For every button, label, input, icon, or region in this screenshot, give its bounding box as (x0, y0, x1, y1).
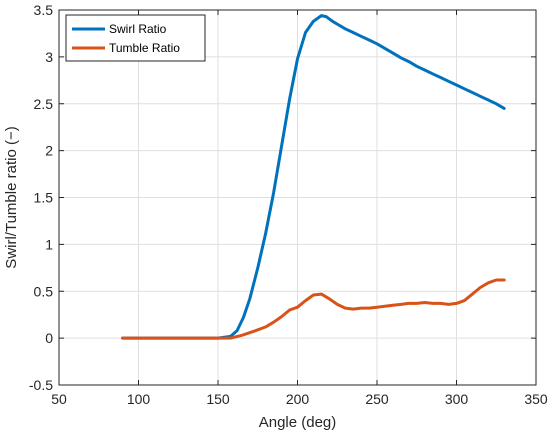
x-tick-label: 300 (445, 391, 469, 407)
y-tick-label: 1.5 (34, 190, 54, 206)
x-tick-label: 50 (51, 391, 67, 407)
y-tick-label: 2 (45, 143, 53, 159)
legend-label: Swirl Ratio (109, 22, 167, 36)
x-tick-label: 150 (206, 391, 230, 407)
grid (58, 9, 537, 386)
legend: Swirl Ratio Tumble Ratio (65, 14, 206, 62)
y-axis-label: Swirl/Tumble ratio (−) (3, 126, 20, 268)
y-tick-label: 2.5 (34, 96, 54, 112)
y-tick-label: -0.5 (29, 377, 53, 393)
x-tick-label: 100 (127, 391, 151, 407)
y-tick-label: 1 (45, 236, 53, 252)
x-axis-label: Angle (deg) (259, 414, 337, 431)
series-line-tumble-ratio (121, 278, 506, 340)
y-tick-label: 0 (45, 330, 53, 346)
y-tick-label: 0.5 (34, 283, 54, 299)
series-line-swirl-ratio (121, 14, 506, 340)
x-tick-label: 350 (524, 391, 548, 407)
ticks: 50 100 150 200 250 300 350 -0.5 0 0.5 1 1.5 2 2.5 3 3.5 (29, 2, 548, 407)
x-tick-label: 200 (286, 391, 310, 407)
plot-lines (121, 14, 506, 340)
y-tick-label: 3.5 (34, 2, 54, 18)
legend-label: Tumble Ratio (109, 41, 180, 55)
legend-box (65, 14, 206, 62)
y-tick-label: 3 (45, 49, 53, 65)
x-tick-label: 250 (365, 391, 389, 407)
